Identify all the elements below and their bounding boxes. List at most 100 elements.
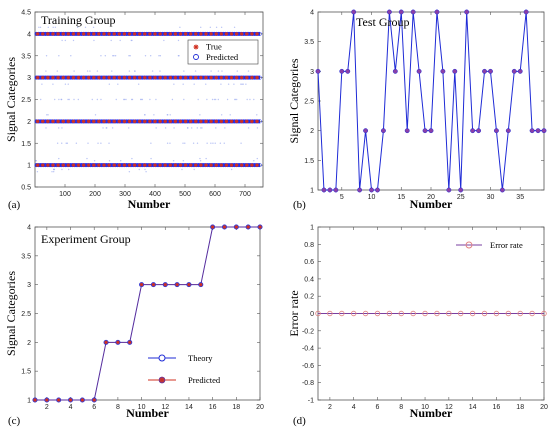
true-point (41, 32, 45, 36)
predicted-point (258, 225, 262, 229)
chart-panel-3: 1 1.5 2 2.5 3 3.5 4 2 4 6 8 10 12 14 16 18 20 Number Signa… (4, 225, 264, 428)
true-point (56, 119, 60, 124)
true-point (46, 119, 50, 124)
y-tick-label: 2.5 (21, 97, 31, 104)
scatter-point (130, 39, 132, 42)
true-point (178, 75, 183, 80)
scatter-point (46, 114, 48, 116)
test-data-point (535, 128, 541, 134)
true-point (66, 163, 71, 167)
scatter-point (153, 114, 155, 116)
true-point (239, 119, 244, 124)
true-point (112, 163, 116, 167)
y-tick-label: 2 (310, 128, 314, 135)
true-point (250, 163, 254, 167)
error-rate-point (529, 310, 535, 317)
test-data-point (470, 128, 476, 134)
true-point (250, 75, 254, 80)
scatter-point (196, 142, 199, 144)
scatter-point (106, 127, 108, 129)
scatter-point (256, 157, 258, 160)
scatter-point (123, 98, 126, 101)
scatter-point (236, 70, 239, 72)
true-point (219, 163, 224, 167)
true-point (188, 119, 193, 124)
y-tick-label: -0.8 (302, 380, 314, 387)
predicted-point (246, 225, 250, 229)
x-axis-label: Number (410, 406, 453, 420)
true-point (92, 32, 96, 36)
predicted-point (80, 398, 84, 402)
true-point (41, 75, 45, 80)
true-point (214, 75, 218, 80)
y-tick-label: 3 (310, 69, 314, 76)
scatter-point (240, 142, 242, 144)
scatter-point (65, 142, 67, 144)
true-point (81, 119, 86, 124)
true-point (224, 32, 229, 36)
true-point (127, 75, 132, 80)
scatter-point (128, 127, 130, 129)
true-point (137, 75, 142, 80)
true-point (255, 163, 259, 167)
true-point (112, 75, 116, 80)
scatter-point (253, 160, 255, 162)
y-tick-label: 4.5 (21, 10, 31, 17)
true-point (153, 119, 157, 124)
y-tick-label: 4 (310, 10, 314, 17)
true-point (168, 119, 173, 124)
scatter-point (100, 55, 102, 57)
true-point (158, 163, 162, 167)
scatter-point (45, 127, 47, 129)
predicted-points (35, 163, 260, 167)
x-tick-label: 100 (59, 191, 71, 198)
y-tick-label: -0.6 (302, 363, 314, 370)
scatter-point (219, 142, 222, 144)
scatter-point (217, 98, 220, 101)
scatter-point (54, 26, 57, 29)
true-point (51, 32, 55, 36)
y-tick-label: 3.5 (304, 39, 314, 46)
x-tick-label: 8 (116, 404, 120, 411)
predicted-point (128, 340, 132, 344)
true-point (81, 163, 86, 167)
true-point (143, 32, 147, 36)
scatter-point (221, 70, 223, 72)
error-rate-point (434, 310, 440, 317)
true-point (102, 32, 106, 36)
error-rate-point (517, 310, 523, 317)
scatter-point (93, 39, 95, 42)
predicted-point (151, 283, 156, 287)
scatter-point (111, 70, 113, 72)
test-data-point (369, 187, 374, 193)
scatter-point (125, 98, 127, 101)
predicted-point (139, 283, 144, 287)
true-point (102, 119, 106, 124)
true-point (92, 75, 96, 80)
predicted-point (92, 398, 96, 402)
scatter-point (84, 26, 87, 29)
plot-area (34, 226, 261, 401)
true-point (219, 32, 224, 36)
true-point (35, 163, 40, 167)
predicted-point (199, 283, 203, 287)
y-tick-label: 0.2 (304, 294, 314, 301)
true-point (71, 119, 76, 124)
true-point (204, 119, 208, 124)
x-tick-label: 400 (149, 191, 161, 198)
predicted-point (104, 340, 108, 344)
true-point (66, 75, 71, 80)
y-tick-label: 1.5 (304, 158, 314, 165)
true-point (51, 163, 55, 167)
scatter-point (200, 127, 202, 129)
x-tick-label: 200 (89, 191, 101, 198)
true-point (97, 32, 101, 36)
true-point (188, 75, 193, 80)
error-rate-point (374, 310, 381, 317)
scatter-point (60, 98, 63, 101)
test-data-point (315, 68, 321, 74)
true-point (97, 119, 101, 124)
test-data-point (375, 187, 380, 193)
y-tick-label: 2 (27, 340, 31, 347)
error-rate-point (446, 310, 452, 317)
